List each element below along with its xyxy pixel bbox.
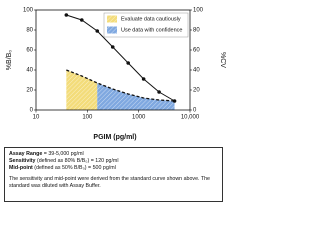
info-text: = 39-5,000 pg/ml bbox=[42, 151, 84, 157]
data-point bbox=[64, 13, 69, 17]
data-point bbox=[126, 61, 130, 65]
info-text: (defined as 80% B/B₀) = 120 pg/ml bbox=[35, 158, 119, 164]
y-tick-label: 0 bbox=[30, 108, 34, 114]
y2-tick-label: 100 bbox=[193, 8, 204, 14]
page: {"chart_data":{"type":"line","xlabel":"P… bbox=[4, 7, 227, 202]
data-point bbox=[172, 99, 177, 103]
curve-line bbox=[66, 14, 175, 102]
info-line: Assay Range = 39-5,000 pg/ml bbox=[9, 151, 218, 158]
y2-tick-label: 60 bbox=[193, 48, 200, 54]
y-axis-label: %B/B₀ bbox=[6, 50, 13, 71]
info-line: Sensitivity (defined as 80% B/B₀) = 120 … bbox=[9, 158, 218, 165]
x-tick-label: 1000 bbox=[132, 115, 146, 121]
legend-hatch bbox=[107, 26, 117, 34]
info-label: Mid-point bbox=[9, 165, 33, 171]
y-tick-label: 40 bbox=[26, 68, 33, 74]
info-box: Assay Range = 39-5,000 pg/ml Sensitivity … bbox=[4, 147, 223, 202]
data-point bbox=[110, 45, 115, 49]
y-tick-label: 20 bbox=[26, 88, 33, 94]
data-point bbox=[79, 18, 84, 22]
y-tick-label: 100 bbox=[23, 8, 34, 14]
x-tick-label: 10,000 bbox=[181, 115, 200, 121]
data-point bbox=[157, 90, 161, 94]
cv-line bbox=[66, 69, 175, 102]
info-text: (defined as 50% B/B₀) = 500 pg/ml bbox=[32, 165, 116, 171]
data-point bbox=[141, 77, 146, 81]
y2-tick-label: 0 bbox=[193, 108, 197, 114]
y2-tick-label: 40 bbox=[193, 68, 200, 74]
y2-tick-label: 20 bbox=[193, 88, 200, 94]
x-tick-label: 100 bbox=[82, 115, 93, 121]
data-point bbox=[95, 29, 100, 33]
plot-frame bbox=[35, 9, 191, 111]
y-tick-label: 60 bbox=[26, 48, 33, 54]
legend-hatch bbox=[107, 15, 117, 23]
info-label: Sensitivity bbox=[9, 158, 36, 164]
info-label: Assay Range bbox=[9, 151, 43, 157]
y2-tick-label: 80 bbox=[193, 28, 200, 34]
legend-label: Evaluate data cautiously bbox=[121, 16, 181, 22]
chart: PGIM (pg/ml) %B/B₀ %CV 02040608010002040… bbox=[6, 8, 226, 141]
legend-label: Use data with confidence bbox=[121, 27, 182, 33]
y-tick-label: 80 bbox=[26, 28, 33, 34]
info-note: The sensitivity and mid-point were deriv… bbox=[9, 176, 210, 189]
legend-box bbox=[103, 12, 189, 38]
x-tick-label: 10 bbox=[33, 115, 40, 121]
info-line: Mid-point (defined as 50% B/B₀) = 500 pg… bbox=[9, 165, 218, 172]
y2-axis-label: %CV bbox=[219, 52, 226, 68]
x-axis-label: PGIM (pg/ml) bbox=[93, 134, 136, 141]
region-hatch bbox=[97, 83, 175, 110]
